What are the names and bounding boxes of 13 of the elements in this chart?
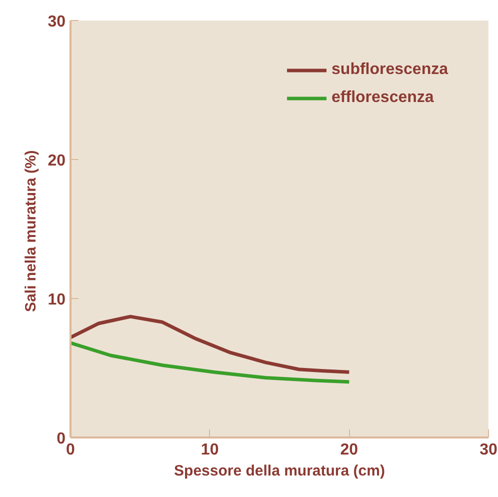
y-tick-label: 10 [48,292,66,308]
x-tick-label: 20 [340,442,358,458]
legend-label: efflorescenza [332,89,434,107]
y-tick-label: 30 [48,14,66,30]
x-tick-label: 30 [480,442,498,458]
x-axis-title: Spessore della muratura (cm) [174,462,385,480]
y-tick-label: 0 [56,430,66,448]
line-series [70,314,351,374]
y-axis-title: Sali nella muratura (%) [22,150,40,312]
x-tick-label: 10 [200,442,219,458]
y-tick-label: 20 [48,152,66,170]
legend-label: subflorescenza [332,61,448,79]
line-series [70,341,351,384]
